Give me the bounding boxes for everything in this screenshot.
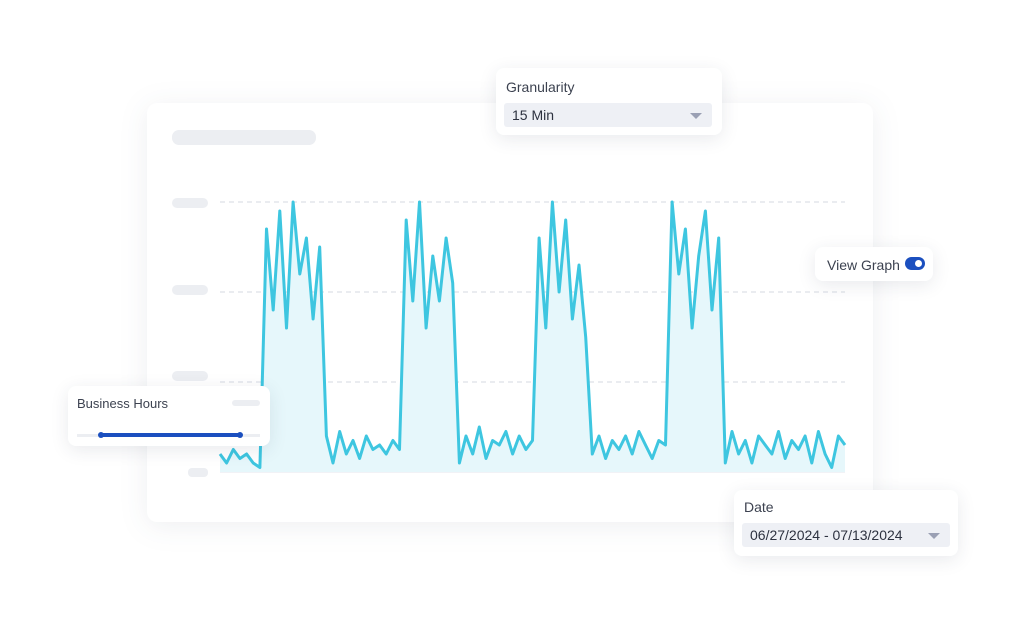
tick-placeholder	[172, 371, 208, 381]
tick-placeholder	[172, 285, 208, 295]
tick-placeholder	[188, 468, 208, 477]
granularity-select[interactable]: 15 Min	[504, 103, 712, 127]
granularity-card: Granularity 15 Min	[496, 68, 722, 135]
area	[220, 202, 845, 472]
business-hours-range[interactable]	[101, 433, 241, 437]
range-handle[interactable]	[98, 432, 104, 438]
title-placeholder	[172, 130, 316, 145]
view-graph-card: View Graph	[815, 247, 933, 281]
granularity-value: 15 Min	[512, 107, 555, 123]
date-select[interactable]: 06/27/2024 - 07/13/2024	[742, 523, 950, 547]
view-graph-label: View Graph	[827, 257, 900, 273]
business-hours-card: Business Hours	[68, 386, 270, 446]
date-label: Date	[744, 499, 774, 515]
date-card: Date 06/27/2024 - 07/13/2024	[734, 490, 958, 556]
range-handle[interactable]	[237, 432, 243, 438]
tick-placeholder	[172, 198, 208, 208]
date-value: 06/27/2024 - 07/13/2024	[750, 527, 903, 543]
granularity-label: Granularity	[506, 79, 575, 95]
view-graph-toggle[interactable]	[905, 257, 925, 270]
business-hours-label: Business Hours	[77, 396, 169, 411]
line	[218, 200, 847, 469]
